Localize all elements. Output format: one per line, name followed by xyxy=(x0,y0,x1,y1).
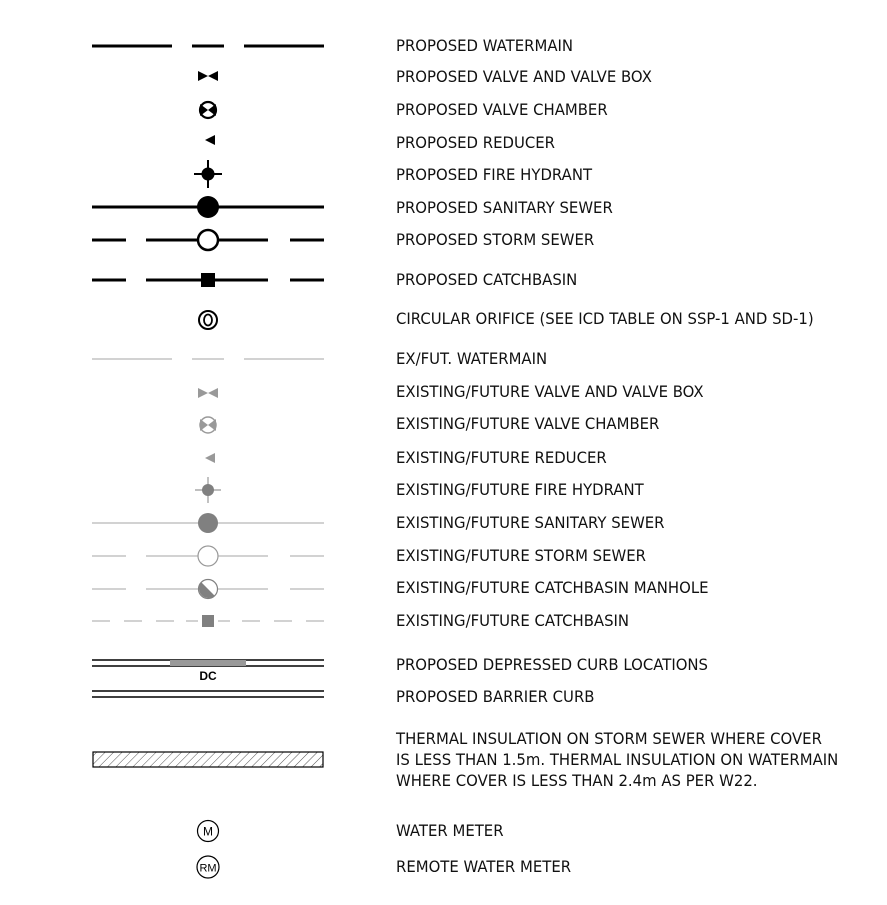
legend-label-existing-reducer: EXISTING/FUTURE REDUCER xyxy=(396,448,607,467)
legend-label-proposed-fire-hydrant: PROPOSED FIRE HYDRANT xyxy=(396,165,593,184)
existing-catchbasin-manhole-symbol xyxy=(92,578,324,600)
legend-label-thermal-insulation: THERMAL INSULATION ON STORM SEWER WHERE … xyxy=(396,729,839,790)
legend-label-existing-watermain: EX/FUT. WATERMAIN xyxy=(396,349,548,368)
existing-sanitary-sewer-symbol xyxy=(92,513,324,533)
proposed-valve-chamber-icon xyxy=(198,100,218,120)
existing-fire-hydrant-icon xyxy=(195,477,221,503)
proposed-depressed-curb-symbol: DC xyxy=(92,659,324,683)
legend-label-water-meter: WATER METER xyxy=(396,821,504,840)
legend-label-existing-fire-hydrant: EXISTING/FUTURE FIRE HYDRANT xyxy=(396,480,644,499)
proposed-fire-hydrant-icon xyxy=(194,160,222,188)
depressed-curb-dc-text: DC xyxy=(199,669,217,683)
existing-catchbasin-symbol xyxy=(92,615,324,627)
legend-label-existing-catchbasin-manhole: EXISTING/FUTURE CATCHBASIN MANHOLE xyxy=(396,578,709,597)
existing-valve-icon xyxy=(198,388,218,398)
remote-water-meter-icon: RM xyxy=(196,855,220,879)
legend-label-barrier-curb: PROPOSED BARRIER CURB xyxy=(396,687,595,706)
proposed-barrier-curb-symbol xyxy=(92,690,324,698)
legend-label-remote-water-meter: REMOTE WATER METER xyxy=(396,857,572,876)
legend-label-proposed-catchbasin: PROPOSED CATCHBASIN xyxy=(396,270,578,289)
thermal-insulation-symbol xyxy=(92,751,324,768)
proposed-reducer-icon xyxy=(205,135,215,145)
legend-label-proposed-storm-sewer: PROPOSED STORM SEWER xyxy=(396,230,595,249)
legend-label-proposed-valve-chamber: PROPOSED VALVE CHAMBER xyxy=(396,100,608,119)
legend-label-existing-valve-chamber: EXISTING/FUTURE VALVE CHAMBER xyxy=(396,414,660,433)
proposed-storm-sewer-symbol xyxy=(92,228,324,252)
circular-orifice-icon xyxy=(198,310,218,330)
legend-label-proposed-sanitary-sewer: PROPOSED SANITARY SEWER xyxy=(396,198,613,217)
legend-label-proposed-watermain: PROPOSED WATERMAIN xyxy=(396,36,574,55)
water-meter-icon: M xyxy=(196,819,220,843)
legend-label-existing-catchbasin: EXISTING/FUTURE CATCHBASIN xyxy=(396,611,630,630)
legend-label-proposed-valve: PROPOSED VALVE AND VALVE BOX xyxy=(396,67,652,86)
legend-label-existing-valve: EXISTING/FUTURE VALVE AND VALVE BOX xyxy=(396,382,704,401)
existing-storm-sewer-symbol xyxy=(92,545,324,567)
proposed-valve-icon xyxy=(198,71,218,81)
legend-label-depressed-curb: PROPOSED DEPRESSED CURB LOCATIONS xyxy=(396,655,709,674)
water-meter-m-text: M xyxy=(203,825,213,839)
existing-valve-chamber-icon xyxy=(199,416,217,434)
legend-label-existing-sanitary-sewer: EXISTING/FUTURE SANITARY SEWER xyxy=(396,513,665,532)
legend-label-circular-orifice: CIRCULAR ORIFICE (SEE ICD TABLE ON SSP-1… xyxy=(396,309,814,328)
proposed-catchbasin-symbol xyxy=(92,273,324,287)
legend-label-proposed-reducer: PROPOSED REDUCER xyxy=(396,133,555,152)
existing-reducer-icon xyxy=(205,453,215,463)
legend-label-existing-storm-sewer: EXISTING/FUTURE STORM SEWER xyxy=(396,546,646,565)
proposed-sanitary-sewer-symbol xyxy=(92,196,324,218)
remote-water-meter-rm-text: RM xyxy=(199,863,216,875)
